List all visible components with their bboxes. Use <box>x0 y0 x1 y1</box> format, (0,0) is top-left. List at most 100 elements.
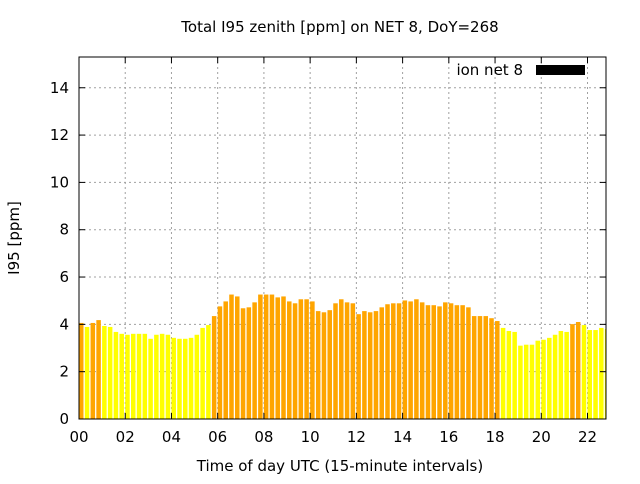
bar <box>148 338 153 419</box>
bar <box>206 325 211 419</box>
y-tick-label: 2 <box>59 363 69 381</box>
bar <box>385 304 390 419</box>
y-tick-label: 14 <box>50 79 69 97</box>
bar <box>599 327 604 419</box>
bar <box>443 302 448 419</box>
bar <box>217 306 223 419</box>
bar <box>529 344 535 419</box>
bar <box>154 334 159 419</box>
bar <box>593 330 598 419</box>
bar <box>575 321 581 419</box>
bar <box>356 314 361 419</box>
bar <box>425 305 431 419</box>
bar <box>587 330 593 419</box>
bar <box>419 302 425 419</box>
bar <box>171 337 176 419</box>
x-tick-label: 16 <box>439 428 458 446</box>
legend-swatch <box>536 65 585 75</box>
x-tick-label: 20 <box>532 428 551 446</box>
bar <box>298 299 304 419</box>
bar <box>177 338 182 419</box>
bar <box>275 297 280 419</box>
bar <box>229 294 234 419</box>
bar <box>431 305 436 419</box>
bar <box>367 312 373 419</box>
bar <box>414 299 419 419</box>
bar <box>200 327 205 419</box>
bar <box>304 299 309 419</box>
bar <box>564 331 569 419</box>
bar <box>142 333 148 419</box>
bar <box>240 308 246 419</box>
x-tick-label: 22 <box>578 428 597 446</box>
bar <box>570 324 575 419</box>
bar <box>344 302 350 419</box>
y-tick-label: 6 <box>59 268 69 286</box>
legend: ion net 8 <box>456 61 585 79</box>
bar <box>373 311 379 419</box>
bar <box>547 337 552 419</box>
bar <box>466 307 471 419</box>
bar <box>223 301 228 419</box>
bar <box>512 331 517 419</box>
bars <box>79 294 606 419</box>
bar <box>310 301 315 419</box>
x-tick-label: 18 <box>486 428 505 446</box>
bar <box>471 316 477 419</box>
bar <box>292 303 298 419</box>
bar <box>506 330 512 419</box>
bar <box>102 326 107 419</box>
bar <box>523 344 529 419</box>
bar <box>79 322 84 419</box>
x-tick-label: 12 <box>347 428 366 446</box>
bar <box>437 306 442 419</box>
bar <box>119 333 124 419</box>
bar <box>159 333 165 419</box>
bar <box>258 294 263 419</box>
bar <box>263 294 269 419</box>
bar <box>246 307 252 419</box>
bar <box>396 303 402 419</box>
bar <box>96 320 101 419</box>
x-axis-label: Time of day UTC (15-minute intervals) <box>196 457 483 475</box>
bar <box>477 316 483 419</box>
bar <box>391 303 396 419</box>
bar <box>535 340 541 419</box>
x-tick-label: 14 <box>393 428 412 446</box>
x-tick-label: 06 <box>208 428 227 446</box>
bar <box>107 326 113 419</box>
bar <box>379 307 384 419</box>
bar <box>483 316 489 419</box>
bar <box>518 345 523 419</box>
y-tick-label: 8 <box>59 221 69 239</box>
bar <box>188 337 194 419</box>
y-tick-label: 12 <box>50 126 69 144</box>
bar <box>183 338 188 419</box>
chart-title: Total I95 zenith [ppm] on NET 8, DoY=268 <box>180 18 498 36</box>
y-axis-label: I95 [ppm] <box>5 201 23 275</box>
x-tick-label: 04 <box>162 428 181 446</box>
bar <box>281 296 286 419</box>
bar <box>541 339 546 419</box>
plot-frame <box>78 56 607 420</box>
y-tick-label: 10 <box>50 173 69 191</box>
x-tick-label: 02 <box>116 428 135 446</box>
bar <box>489 318 494 419</box>
x-tick-label: 08 <box>254 428 273 446</box>
bar <box>327 310 332 419</box>
bar <box>362 311 367 419</box>
bar <box>408 301 413 419</box>
legend-label: ion net 8 <box>456 61 523 79</box>
y-tick-label: 4 <box>59 315 69 333</box>
bar <box>402 300 408 419</box>
bar <box>269 294 275 419</box>
bar <box>321 312 327 419</box>
bar <box>136 333 142 419</box>
bar <box>84 326 90 419</box>
bar <box>558 330 564 419</box>
bar <box>495 321 500 419</box>
bar <box>315 311 321 419</box>
bar <box>339 299 344 419</box>
bar <box>500 327 506 419</box>
